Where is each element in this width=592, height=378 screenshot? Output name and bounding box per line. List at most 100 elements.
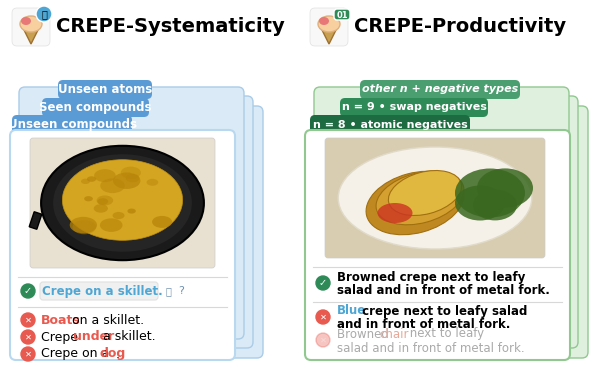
Ellipse shape [70, 217, 97, 233]
Text: Crepe on a skillet.: Crepe on a skillet. [42, 285, 163, 297]
Circle shape [21, 330, 35, 344]
Text: 👁: 👁 [41, 9, 47, 19]
Text: salad and in front of metal fork.: salad and in front of metal fork. [337, 285, 550, 297]
Text: CREPE-Systematicity: CREPE-Systematicity [56, 17, 285, 37]
Ellipse shape [127, 209, 136, 214]
Ellipse shape [94, 169, 116, 182]
Text: under: under [73, 330, 114, 344]
FancyBboxPatch shape [42, 98, 149, 117]
Polygon shape [320, 26, 338, 44]
Ellipse shape [319, 17, 329, 25]
Ellipse shape [96, 195, 113, 205]
Text: Crepe: Crepe [41, 330, 82, 344]
Text: Boats: Boats [41, 313, 81, 327]
Ellipse shape [87, 176, 96, 182]
FancyBboxPatch shape [314, 87, 569, 339]
Ellipse shape [97, 198, 108, 205]
Ellipse shape [41, 146, 204, 260]
Text: ✕: ✕ [24, 316, 31, 324]
Text: next to leafy: next to leafy [406, 327, 484, 341]
Text: Crepe on a: Crepe on a [41, 347, 113, 361]
FancyBboxPatch shape [12, 8, 50, 46]
FancyBboxPatch shape [12, 115, 132, 134]
Text: other n + negative types: other n + negative types [362, 85, 518, 94]
Ellipse shape [53, 154, 192, 252]
Text: crepe next to leafy salad: crepe next to leafy salad [358, 305, 527, 318]
FancyBboxPatch shape [333, 106, 588, 358]
Text: Browned: Browned [337, 327, 392, 341]
FancyBboxPatch shape [310, 115, 470, 134]
Ellipse shape [113, 172, 140, 189]
Text: n = 8 • atomic negatives: n = 8 • atomic negatives [313, 119, 467, 130]
Text: on a skillet.: on a skillet. [67, 313, 144, 327]
FancyBboxPatch shape [40, 282, 158, 300]
Ellipse shape [94, 204, 108, 213]
Text: ✓: ✓ [319, 278, 327, 288]
Text: n = 9 • swap negatives: n = 9 • swap negatives [342, 102, 487, 113]
FancyBboxPatch shape [360, 80, 520, 99]
Ellipse shape [455, 169, 525, 217]
Text: ✕: ✕ [320, 313, 327, 322]
Text: ✕: ✕ [320, 336, 327, 344]
FancyBboxPatch shape [340, 98, 488, 117]
Text: a skillet.: a skillet. [99, 330, 156, 344]
Ellipse shape [72, 220, 96, 234]
Text: ?: ? [178, 286, 184, 296]
Ellipse shape [473, 190, 517, 220]
Text: and in front of metal fork.: and in front of metal fork. [337, 319, 510, 332]
Text: chair: chair [379, 327, 409, 341]
Ellipse shape [147, 179, 158, 186]
Text: 01: 01 [336, 11, 348, 20]
Text: 👁: 👁 [166, 286, 172, 296]
FancyBboxPatch shape [28, 96, 253, 348]
Text: ✕: ✕ [24, 350, 31, 358]
Ellipse shape [318, 16, 340, 32]
FancyBboxPatch shape [325, 138, 545, 258]
Circle shape [316, 310, 330, 324]
FancyBboxPatch shape [305, 130, 570, 360]
Ellipse shape [126, 174, 140, 182]
Text: CREPE-Productivity: CREPE-Productivity [354, 17, 566, 37]
Ellipse shape [112, 212, 124, 219]
Ellipse shape [100, 218, 123, 232]
Text: Seen compounds: Seen compounds [39, 101, 152, 114]
FancyBboxPatch shape [58, 80, 152, 99]
Circle shape [21, 313, 35, 327]
Ellipse shape [100, 178, 125, 193]
FancyBboxPatch shape [334, 9, 350, 20]
Ellipse shape [338, 147, 532, 249]
Ellipse shape [455, 186, 505, 220]
Circle shape [21, 347, 35, 361]
Ellipse shape [376, 171, 464, 225]
Ellipse shape [388, 170, 462, 215]
Text: Unseen compounds: Unseen compounds [8, 118, 137, 131]
Ellipse shape [366, 171, 464, 235]
FancyBboxPatch shape [310, 8, 348, 46]
Text: Unseen atoms: Unseen atoms [58, 83, 152, 96]
Ellipse shape [20, 16, 42, 32]
Text: .: . [115, 347, 119, 361]
Ellipse shape [121, 167, 141, 179]
Ellipse shape [62, 160, 182, 240]
FancyBboxPatch shape [19, 87, 244, 339]
Circle shape [21, 284, 35, 298]
FancyArrow shape [29, 212, 42, 229]
FancyBboxPatch shape [10, 130, 235, 360]
Circle shape [316, 333, 330, 347]
FancyBboxPatch shape [323, 96, 578, 348]
Text: ✓: ✓ [24, 286, 32, 296]
Ellipse shape [152, 216, 172, 228]
Ellipse shape [84, 196, 93, 201]
Ellipse shape [378, 203, 413, 223]
Text: salad and in front of metal fork.: salad and in front of metal fork. [337, 341, 525, 355]
Circle shape [316, 276, 330, 290]
FancyBboxPatch shape [30, 138, 215, 268]
Polygon shape [22, 26, 40, 44]
Text: Blue: Blue [337, 305, 366, 318]
Ellipse shape [81, 179, 90, 184]
Text: Browned crepe next to leafy: Browned crepe next to leafy [337, 271, 525, 284]
Ellipse shape [477, 169, 533, 208]
Circle shape [36, 6, 52, 22]
Ellipse shape [21, 17, 31, 25]
Text: dog: dog [99, 347, 126, 361]
